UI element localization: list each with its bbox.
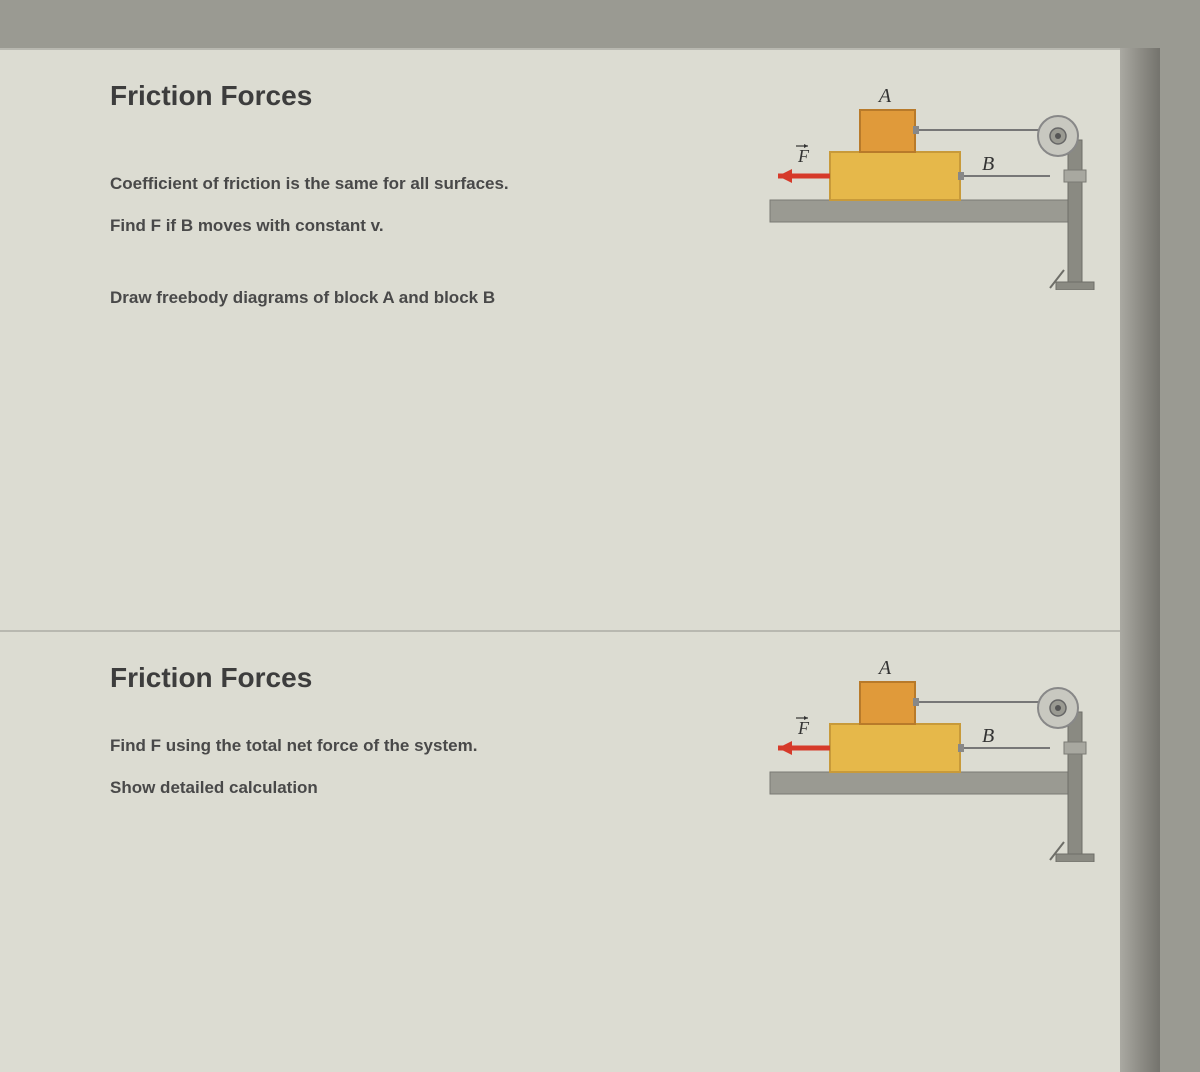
slide-2: Friction Forces Find F using the total n… [0,632,1160,992]
svg-text:A: A [877,657,892,679]
svg-text:F: F [797,718,810,738]
diagram-2: A B F [750,642,1110,862]
page: Friction Forces Coefficient of friction … [0,48,1160,1072]
diagram-1: A B F [750,70,1110,290]
page-right-edge [1120,48,1160,1072]
svg-text:A: A [877,85,892,107]
svg-text:B: B [982,153,994,175]
svg-text:B: B [982,725,994,747]
svg-text:F: F [797,146,810,166]
slide-1: Friction Forces Coefficient of friction … [0,50,1160,630]
